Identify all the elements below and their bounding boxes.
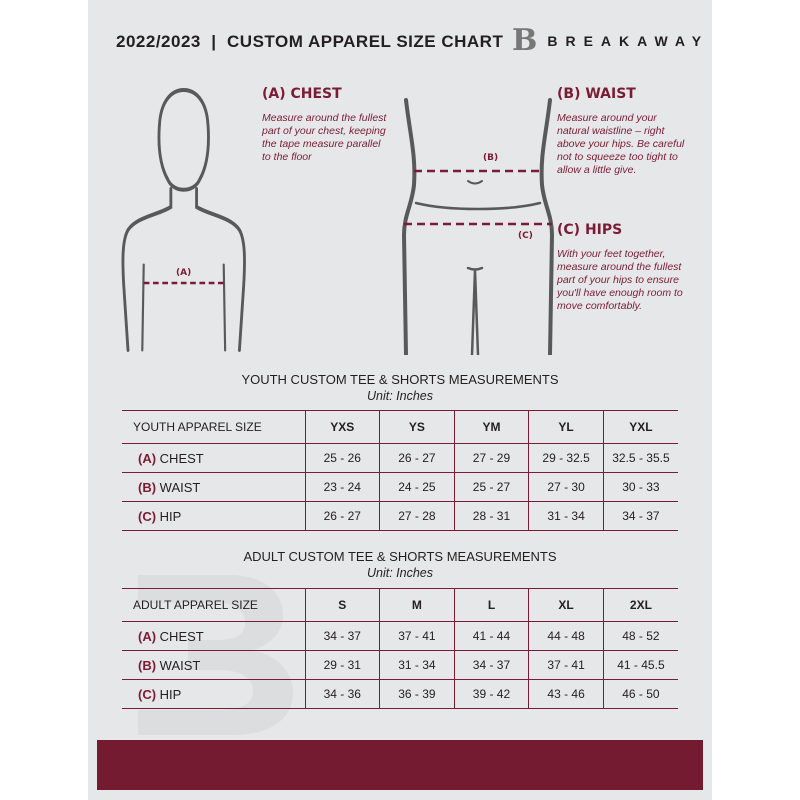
- table-cell: 29 - 32.5: [528, 443, 604, 473]
- table-row: (C) HIP 34 - 36 36 - 39 39 - 42 43 - 46 …: [122, 679, 678, 709]
- hips-heading: (C) HIPS: [557, 222, 623, 238]
- row-code: (C): [138, 508, 157, 524]
- waist-heading: (B) WAIST: [557, 86, 636, 102]
- table-row: (A) CHEST 25 - 26 26 - 27 27 - 29 29 - 3…: [122, 443, 678, 473]
- hips-description: With your feet together, measure around …: [557, 248, 683, 312]
- table-cell: 31 - 34: [528, 501, 604, 531]
- adult-table-title: ADULT CUSTOM TEE & SHORTS MEASUREMENTS: [243, 549, 557, 564]
- row-name: WAIST: [159, 657, 201, 673]
- youth-table-unit: Unit: Inches: [366, 389, 433, 403]
- youth-table-title: YOUTH CUSTOM TEE & SHORTS MEASUREMENTS: [241, 372, 559, 387]
- row-label: (C) HIP: [122, 679, 305, 709]
- table-cell: 28 - 31: [453, 501, 529, 531]
- table-cell: 36 - 39: [379, 679, 455, 709]
- row-name: HIP: [159, 508, 182, 524]
- adult-table-unit: Unit: Inches: [366, 566, 433, 580]
- brand-logo: B BREAKAWAY: [512, 26, 709, 56]
- table-cell: 25 - 26: [304, 443, 380, 473]
- logo-mark: B: [512, 23, 538, 58]
- waist-description: Measure around your natural waistline – …: [557, 112, 685, 176]
- table-header-row: YOUTH APPAREL SIZE YXS YS YM YL YXL: [122, 410, 678, 444]
- adult-size-table: ADULT APPAREL SIZE S M L XL 2XL (A) CHES…: [122, 588, 678, 709]
- footer-band: [97, 740, 703, 790]
- table-cell: 37 - 41: [379, 621, 455, 651]
- table-cell: 41 - 45.5: [602, 650, 678, 680]
- hip-marker: (C): [518, 231, 533, 241]
- table-cell: 27 - 28: [379, 501, 455, 531]
- chest-heading: (A) CHEST: [262, 86, 342, 102]
- table-cell: 46 - 50: [602, 679, 678, 709]
- row-name: WAIST: [159, 479, 201, 495]
- waist-hips-figure-illustration: [401, 98, 555, 355]
- table-cell: 29 - 31: [304, 650, 380, 680]
- table-cell: 27 - 30: [528, 472, 604, 502]
- row-label: (B) WAIST: [122, 650, 305, 680]
- header-cell: M: [379, 588, 455, 622]
- table-cell: 25 - 27: [453, 472, 529, 502]
- row-code: (B): [138, 479, 157, 495]
- table-cell: 34 - 36: [304, 679, 380, 709]
- table-row: (B) WAIST 23 - 24 24 - 25 25 - 27 27 - 3…: [122, 472, 678, 502]
- row-code: (B): [138, 657, 157, 673]
- row-name: CHEST: [159, 628, 204, 644]
- table-cell: 48 - 52: [602, 621, 678, 651]
- row-label: (A) CHEST: [122, 443, 305, 473]
- table-row: (A) CHEST 34 - 37 37 - 41 41 - 44 44 - 4…: [122, 621, 678, 651]
- youth-size-table: YOUTH APPAREL SIZE YXS YS YM YL YXL (A) …: [122, 410, 678, 531]
- row-label: (A) CHEST: [122, 621, 305, 651]
- header-cell: L: [453, 588, 529, 622]
- header-cell: YXL: [602, 410, 678, 444]
- table-cell: 24 - 25: [379, 472, 455, 502]
- table-row: (B) WAIST 29 - 31 31 - 34 34 - 37 37 - 4…: [122, 650, 678, 680]
- table-cell: 26 - 27: [304, 501, 380, 531]
- header-cell: ADULT APPAREL SIZE: [122, 588, 305, 622]
- header-cell: S: [304, 588, 380, 622]
- header-cell: YOUTH APPAREL SIZE: [122, 410, 305, 444]
- waist-marker: (B): [483, 153, 499, 163]
- row-name: HIP: [159, 686, 182, 702]
- header-cell: YXS: [304, 410, 380, 444]
- size-chart-page: 2022/2023 | CUSTOM APPAREL SIZE CHART B …: [88, 0, 712, 800]
- header-cell: XL: [528, 588, 604, 622]
- table-cell: 34 - 37: [453, 650, 529, 680]
- table-cell: 34 - 37: [304, 621, 380, 651]
- table-cell: 32.5 - 35.5: [602, 443, 678, 473]
- row-code: (A): [138, 628, 157, 644]
- table-cell: 23 - 24: [304, 472, 380, 502]
- header-cell: YS: [379, 410, 455, 444]
- page-title: 2022/2023 | CUSTOM APPAREL SIZE CHART: [116, 32, 504, 51]
- row-label: (C) HIP: [122, 501, 305, 531]
- row-code: (C): [138, 686, 157, 702]
- chest-marker: (A): [176, 268, 192, 278]
- table-cell: 43 - 46: [528, 679, 604, 709]
- header-cell: YM: [453, 410, 529, 444]
- row-name: CHEST: [159, 450, 204, 466]
- table-cell: 31 - 34: [379, 650, 455, 680]
- header-cell: 2XL: [602, 588, 678, 622]
- table-cell: 27 - 29: [453, 443, 529, 473]
- chest-figure-illustration: [121, 87, 246, 352]
- table-row: (C) HIP 26 - 27 27 - 28 28 - 31 31 - 34 …: [122, 501, 678, 531]
- chest-description: Measure around the fullest part of your …: [262, 112, 387, 163]
- table-cell: 39 - 42: [453, 679, 529, 709]
- logo-text: BREAKAWAY: [547, 33, 710, 49]
- table-cell: 41 - 44: [453, 621, 529, 651]
- table-header-row: ADULT APPAREL SIZE S M L XL 2XL: [122, 588, 678, 622]
- table-cell: 26 - 27: [379, 443, 455, 473]
- table-cell: 37 - 41: [528, 650, 604, 680]
- row-label: (B) WAIST: [122, 472, 305, 502]
- table-cell: 44 - 48: [528, 621, 604, 651]
- row-code: (A): [138, 450, 157, 466]
- table-cell: 34 - 37: [602, 501, 678, 531]
- header-cell: YL: [528, 410, 604, 444]
- table-cell: 30 - 33: [602, 472, 678, 502]
